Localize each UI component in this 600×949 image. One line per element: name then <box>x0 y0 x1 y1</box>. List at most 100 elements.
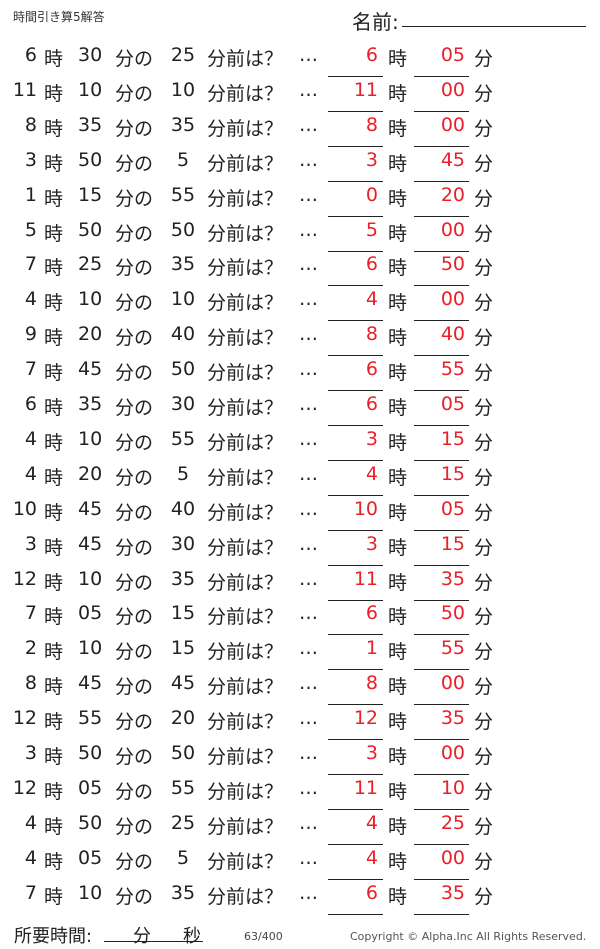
answer-hour[interactable]: 1 <box>365 637 378 660</box>
answer-hour-line <box>328 390 383 392</box>
answer-minute[interactable]: 15 <box>440 462 465 485</box>
minute-label: 分 <box>474 746 494 768</box>
answer-hour[interactable]: 6 <box>365 602 378 625</box>
answer-minute[interactable]: 00 <box>440 78 465 101</box>
start-minute: 10 <box>78 78 103 101</box>
start-minute: 20 <box>78 323 103 346</box>
answer-minute[interactable]: 50 <box>440 602 465 625</box>
hour-label: 時 <box>388 780 408 803</box>
problem-row: 6 時 35 分の 30 分前は？ … 6 時 05 分 <box>0 393 600 427</box>
start-hour: 4 <box>24 288 37 311</box>
answer-minute[interactable]: 10 <box>440 776 465 799</box>
problem-row: 12 時 55 分の 20 分前は？ … 12 時 35 分 <box>0 707 600 741</box>
answer-hour[interactable]: 4 <box>365 462 378 485</box>
minute-of-label: 分の <box>115 152 154 175</box>
hour-label: 時 <box>44 152 64 175</box>
answer-minute[interactable]: 40 <box>440 323 465 346</box>
answer-minute-line <box>414 494 469 496</box>
minute-of-label: 分の <box>115 48 154 70</box>
answer-hour-line <box>328 704 383 706</box>
answer-minute[interactable]: 05 <box>440 393 465 415</box>
answer-minute[interactable]: 00 <box>440 672 465 695</box>
answer-minute[interactable]: 00 <box>440 113 465 136</box>
start-minute: 25 <box>78 253 103 276</box>
answer-minute[interactable]: 55 <box>440 637 465 660</box>
ellipsis: … <box>299 881 318 904</box>
minute-label: 分 <box>474 850 494 873</box>
answer-minute[interactable]: 00 <box>440 288 465 311</box>
minute-of-label: 分の <box>115 676 154 699</box>
start-hour: 6 <box>24 44 37 66</box>
answer-hour[interactable]: 3 <box>365 742 378 764</box>
time-field[interactable] <box>104 941 203 942</box>
answer-minute[interactable]: 15 <box>440 532 465 555</box>
answer-hour[interactable]: 6 <box>365 881 378 904</box>
answer-minute[interactable]: 35 <box>440 567 465 590</box>
answer-hour[interactable]: 3 <box>365 532 378 555</box>
answer-hour[interactable]: 0 <box>365 183 378 206</box>
ellipsis: … <box>299 497 318 520</box>
answer-hour[interactable]: 12 <box>353 707 378 730</box>
answer-hour[interactable]: 8 <box>365 323 378 346</box>
answer-hour[interactable]: 4 <box>365 288 378 311</box>
before-label: 分前は？ <box>207 397 284 419</box>
answer-hour-line <box>328 285 383 287</box>
minutes-before: 20 <box>170 707 196 730</box>
minute-label: 分 <box>474 397 494 419</box>
answer-hour[interactable]: 3 <box>365 427 378 450</box>
answer-minute[interactable]: 35 <box>440 881 465 904</box>
answer-hour[interactable]: 6 <box>365 358 378 381</box>
answer-minute[interactable]: 55 <box>440 358 465 381</box>
answer-minute[interactable]: 00 <box>440 218 465 241</box>
answer-hour[interactable]: 6 <box>365 44 378 66</box>
start-hour: 12 <box>12 776 37 799</box>
before-label: 分前は？ <box>207 571 284 594</box>
before-label: 分前は？ <box>207 501 284 524</box>
answer-minute[interactable]: 20 <box>440 183 465 206</box>
ellipsis: … <box>299 113 318 136</box>
answer-hour[interactable]: 11 <box>353 567 378 590</box>
answer-minute[interactable]: 35 <box>440 707 465 730</box>
minute-of-label: 分の <box>115 117 154 140</box>
answer-minute[interactable]: 15 <box>440 427 465 450</box>
answer-minute[interactable]: 00 <box>440 742 465 764</box>
start-minute: 35 <box>78 393 103 415</box>
before-label: 分前は？ <box>207 641 284 664</box>
answer-hour[interactable]: 8 <box>365 672 378 695</box>
answer-minute[interactable]: 45 <box>440 148 465 171</box>
answer-minute-line <box>414 355 469 357</box>
answer-minute[interactable]: 00 <box>440 846 465 869</box>
answer-hour[interactable]: 11 <box>353 78 378 101</box>
answer-hour[interactable]: 10 <box>353 497 378 520</box>
start-minute: 45 <box>78 358 103 381</box>
answer-hour[interactable]: 4 <box>365 811 378 834</box>
problem-row: 2 時 10 分の 15 分前は？ … 1 時 55 分 <box>0 637 600 671</box>
answer-hour[interactable]: 5 <box>365 218 378 241</box>
answer-minute[interactable]: 05 <box>440 44 465 66</box>
answer-minute-line <box>414 285 469 287</box>
answer-hour[interactable]: 4 <box>365 846 378 869</box>
hour-label: 時 <box>388 362 408 385</box>
answer-hour[interactable]: 8 <box>365 113 378 136</box>
before-label: 分前は？ <box>207 292 284 315</box>
answer-minute[interactable]: 05 <box>440 497 465 520</box>
answer-hour[interactable]: 11 <box>353 776 378 799</box>
hour-label: 時 <box>388 222 408 245</box>
answer-hour[interactable]: 6 <box>365 253 378 276</box>
ellipsis: … <box>299 78 318 101</box>
answer-minute[interactable]: 25 <box>440 811 465 834</box>
name-field[interactable] <box>402 26 586 27</box>
before-label: 分前は？ <box>207 152 284 175</box>
start-hour: 9 <box>24 323 37 346</box>
hour-label: 時 <box>44 571 64 594</box>
hour-label: 時 <box>44 327 64 350</box>
answer-minute[interactable]: 50 <box>440 253 465 276</box>
minutes-before: 30 <box>170 393 196 415</box>
hour-label: 時 <box>388 48 408 70</box>
hour-label: 時 <box>388 711 408 734</box>
answer-hour-line <box>328 215 383 217</box>
start-minute: 45 <box>78 672 103 695</box>
answer-hour[interactable]: 3 <box>365 148 378 171</box>
answer-hour[interactable]: 6 <box>365 393 378 415</box>
